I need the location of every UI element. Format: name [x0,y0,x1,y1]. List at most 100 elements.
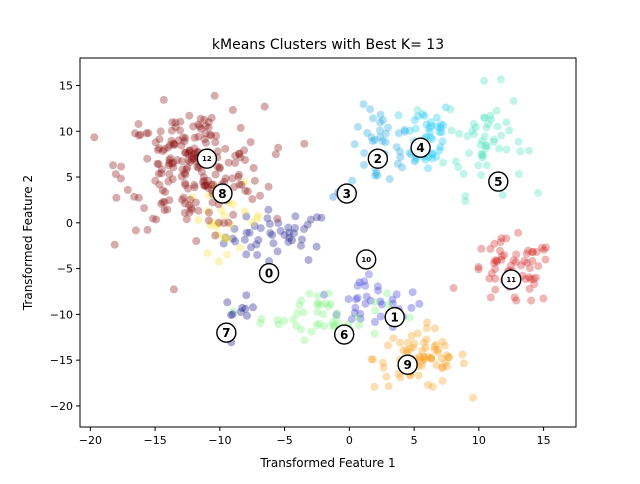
centroid-circle [196,148,218,169]
data-point [427,354,436,363]
data-point [442,362,451,371]
data-point [413,329,422,338]
data-point [264,205,273,214]
data-point [194,120,203,129]
data-point [207,131,216,140]
data-point [414,371,423,380]
data-point [246,138,255,147]
data-point [161,187,170,196]
points-layer [90,75,550,402]
data-point [351,303,360,312]
data-point [212,131,221,140]
data-point [313,321,321,330]
data-point [307,327,316,336]
data-point [396,338,404,347]
data-point [512,250,521,259]
data-point [381,138,390,147]
data-point [447,126,456,135]
data-point [190,154,199,163]
data-point [442,351,451,360]
y-axis-label: Transformed Feature 2 [21,175,35,311]
data-point [427,354,436,362]
data-point [153,146,162,154]
data-point [167,136,176,145]
data-point [249,164,258,172]
data-point [491,256,500,265]
data-point [276,227,285,235]
data-point [117,162,126,171]
data-point [420,338,428,347]
data-point [510,293,519,302]
data-point [332,315,341,324]
y-tick-label: −15 [50,354,73,367]
centroid-circle [212,183,233,204]
data-point [240,146,249,155]
data-point [502,234,511,243]
data-point [187,152,196,161]
data-point [432,113,441,122]
data-point [438,137,447,146]
data-point [324,302,333,311]
data-point [451,157,460,166]
data-point [392,143,401,152]
centroid-label: 6 [340,328,348,342]
data-point [478,153,487,162]
centroid-circle [488,171,509,192]
x-tick-label: −20 [79,434,102,447]
data-point [491,285,500,294]
data-point [153,159,162,168]
data-point [235,170,243,179]
data-point [363,128,372,137]
data-point [502,145,511,154]
data-point [181,199,189,208]
data-point [405,313,414,322]
centroid-label: 9 [403,358,411,372]
data-point [235,149,244,158]
data-point [203,207,212,215]
data-point [417,357,426,366]
data-point [413,106,422,114]
data-point [148,214,157,223]
data-point [530,280,539,289]
centroid-circle [336,183,357,204]
data-point [528,248,537,257]
data-point [432,152,441,161]
data-point [186,158,195,167]
data-point [228,174,237,183]
data-point [480,113,488,122]
data-point [164,161,173,170]
data-point [366,296,375,305]
data-point [444,353,453,362]
data-point [291,212,300,221]
data-point [271,150,280,159]
centroid-marker: 0 [258,262,280,284]
data-point [168,175,177,184]
data-point [506,261,515,270]
data-point [154,160,163,169]
data-point [265,257,274,266]
data-point [155,135,164,144]
data-point [439,158,448,167]
data-point [482,161,491,170]
data-point [427,122,436,131]
centroid-marker: 2 [367,148,389,169]
data-point [155,180,164,189]
data-point [405,126,414,135]
data-point [157,165,166,174]
data-point [532,273,540,282]
data-point [313,307,322,316]
data-point [160,197,169,206]
data-point [420,355,429,364]
data-point [90,133,99,142]
data-point [228,310,237,319]
data-point [158,147,167,155]
data-point [295,301,304,310]
data-point [521,275,530,284]
data-point [253,251,262,259]
data-point [396,147,404,156]
data-point [159,95,168,104]
data-point [202,138,210,147]
data-point [392,290,401,299]
data-point [207,113,216,122]
